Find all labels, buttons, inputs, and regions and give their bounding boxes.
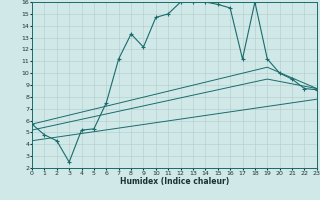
X-axis label: Humidex (Indice chaleur): Humidex (Indice chaleur)	[120, 177, 229, 186]
